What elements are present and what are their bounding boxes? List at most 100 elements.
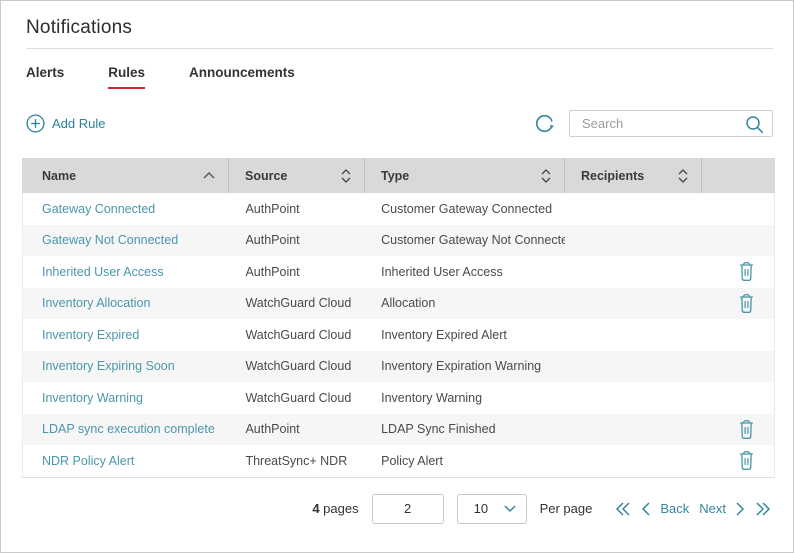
rule-name-cell: Inventory Expired <box>23 319 229 351</box>
rule-type-cell: Customer Gateway Not Connected <box>381 233 565 248</box>
table-row: Inventory Allocation WatchGuard Cloud Allo… <box>23 287 774 320</box>
rule-actions-cell <box>701 445 774 477</box>
rule-name-cell: NDR Policy Alert <box>23 445 229 477</box>
chevron-up-icon <box>203 172 215 179</box>
search-input[interactable] <box>570 110 788 136</box>
rule-type-cell: Inherited User Access <box>381 264 503 279</box>
rule-actions-cell <box>701 382 774 414</box>
chevron-down-icon <box>504 504 516 512</box>
rule-recipients-cell <box>565 382 702 414</box>
column-header-recipients[interactable]: Recipients <box>565 158 702 193</box>
tab-rules[interactable]: Rules <box>108 65 146 89</box>
per-page-select[interactable]: 10 <box>456 493 527 524</box>
rule-name-link[interactable]: Inventory Expiring Soon <box>42 359 175 374</box>
trash-icon <box>740 451 754 471</box>
table-row: LDAP sync execution complete AuthPoint LDA… <box>23 413 774 446</box>
rule-type-cell: Customer Gateway Connected <box>381 201 553 216</box>
rule-name-cell: Inventory Expiring Soon <box>23 351 229 383</box>
rule-name-link[interactable]: NDR Policy Alert <box>42 453 135 468</box>
rule-source-cell: AuthPoint <box>245 201 300 216</box>
rule-actions-cell <box>701 225 774 257</box>
rule-recipients-cell <box>565 351 702 383</box>
rules-table: Name Source Type Recipien <box>22 158 775 478</box>
rule-name-link[interactable]: Inventory Expired <box>42 327 140 342</box>
rule-name-cell: Inherited User Access <box>23 256 229 288</box>
delete-rule-button[interactable] <box>735 448 758 473</box>
table-row: Inventory Warning WatchGuard Cloud Invento… <box>23 382 774 414</box>
rule-type-cell: Allocation <box>381 296 436 311</box>
rule-name-link[interactable]: Gateway Connected <box>42 201 156 216</box>
refresh-button[interactable] <box>534 113 555 134</box>
next-link[interactable]: Next <box>699 501 726 516</box>
add-rule-button[interactable]: Add Rule <box>26 113 106 133</box>
previous-page-button[interactable] <box>641 501 650 516</box>
table-row: Gateway Not Connected AuthPoint Customer G… <box>23 224 774 257</box>
rule-name-cell: Inventory Warning <box>23 382 229 414</box>
rule-actions-cell <box>701 256 774 288</box>
rule-recipients-cell <box>565 193 702 225</box>
column-header-source[interactable]: Source <box>229 158 365 193</box>
rule-source-cell: AuthPoint <box>245 264 300 279</box>
rule-source-cell: WatchGuard Cloud <box>245 296 352 311</box>
rule-name-cell: Inventory Allocation <box>23 288 229 320</box>
delete-rule-button[interactable] <box>735 417 758 442</box>
last-page-button[interactable] <box>755 501 771 516</box>
rule-name-cell: Gateway Not Connected <box>23 225 229 257</box>
next-page-button[interactable] <box>736 501 745 516</box>
plus-circle-icon <box>26 113 45 133</box>
delete-rule-button[interactable] <box>735 291 758 316</box>
rule-recipients-cell <box>565 288 702 320</box>
chevron-up-down-icon <box>541 168 551 183</box>
toolbar-right <box>534 109 788 137</box>
add-rule-label: Add Rule <box>52 115 106 131</box>
table-body: Gateway Connected AuthPoint Customer Gatew… <box>22 193 775 478</box>
table-row: Inventory Expiring Soon WatchGuard Cloud I… <box>23 350 774 383</box>
tab-announcements[interactable]: Announcements <box>189 65 295 80</box>
trash-icon <box>740 262 754 282</box>
per-page-label: Per page <box>539 501 593 516</box>
column-header-name[interactable]: Name <box>22 158 229 193</box>
rule-recipients-cell <box>565 256 702 288</box>
rule-recipients-cell <box>565 225 702 257</box>
rule-name-link[interactable]: Inherited User Access <box>42 264 164 279</box>
pagination-bar: 4 pages 10 Per page Back Ne <box>1 493 771 524</box>
column-header-actions <box>702 158 775 193</box>
rule-name-link[interactable]: LDAP sync execution complete <box>42 422 215 437</box>
pages-count-label: 4 pages <box>312 501 359 516</box>
rule-name-link[interactable]: Inventory Allocation <box>42 296 151 311</box>
rule-name-cell: LDAP sync execution complete <box>23 414 229 446</box>
page-number-input[interactable] <box>371 493 444 524</box>
first-page-button[interactable] <box>615 501 631 516</box>
double-chevron-left-icon <box>616 501 630 516</box>
page-title: Notifications <box>26 17 133 38</box>
refresh-icon <box>534 113 555 134</box>
table-row: NDR Policy Alert ThreatSync+ NDR Policy Al… <box>23 445 774 477</box>
chevron-left-icon <box>642 501 650 516</box>
pager-nav: Back Next <box>615 501 771 516</box>
rule-source-cell: WatchGuard Cloud <box>245 327 352 342</box>
rule-source-cell: WatchGuard Cloud <box>245 359 352 374</box>
chevron-up-down-icon <box>341 168 351 183</box>
rule-recipients-cell <box>565 319 702 351</box>
rule-type-cell: Inventory Expiration Warning <box>381 359 542 374</box>
double-chevron-right-icon <box>756 501 771 516</box>
tab-alerts[interactable]: Alerts <box>26 65 65 80</box>
chevron-right-icon <box>736 501 745 516</box>
rule-recipients-cell <box>565 445 702 477</box>
tab-bar: Alerts Rules Announcements <box>26 65 768 89</box>
rule-type-cell: Inventory Warning <box>381 390 483 405</box>
rule-recipients-cell <box>565 414 702 446</box>
rule-name-link[interactable]: Inventory Warning <box>42 390 143 405</box>
column-header-type[interactable]: Type <box>365 158 565 193</box>
search-box <box>569 109 788 137</box>
chevron-up-down-icon <box>678 168 688 183</box>
rule-actions-cell <box>701 193 774 225</box>
trash-icon <box>740 419 754 439</box>
rule-name-link[interactable]: Gateway Not Connected <box>42 233 179 248</box>
back-link[interactable]: Back <box>660 501 690 516</box>
delete-rule-button[interactable] <box>735 259 758 284</box>
table-header: Name Source Type Recipien <box>22 158 775 193</box>
rule-type-cell: LDAP Sync Finished <box>381 422 496 437</box>
rule-source-cell: ThreatSync+ NDR <box>245 453 348 468</box>
